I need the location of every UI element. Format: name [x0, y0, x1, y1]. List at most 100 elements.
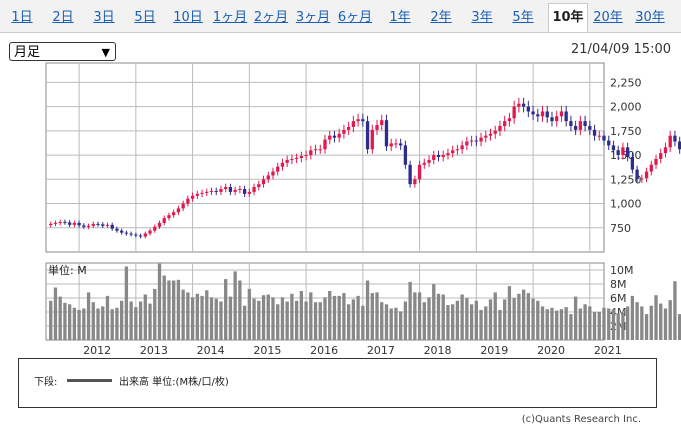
volume-bar	[313, 302, 318, 340]
volume-bar	[436, 293, 441, 340]
candle-body	[512, 106, 516, 119]
candle-body	[63, 221, 67, 223]
price-tick-label: 1,750	[610, 125, 642, 138]
candle-body	[309, 150, 313, 156]
tab-16[interactable]: 30年	[635, 10, 665, 25]
candle-body	[186, 198, 190, 204]
volume-bar	[148, 303, 152, 340]
volume-bar	[451, 304, 455, 340]
tab-13[interactable]: 5年	[512, 10, 534, 25]
candle-body	[162, 218, 166, 223]
candle-body	[153, 226, 157, 231]
candle-body	[649, 164, 653, 172]
candle-body	[294, 157, 299, 159]
volume-unit-label: 単位: M	[48, 263, 87, 277]
tab-11[interactable]: 2年	[430, 10, 452, 25]
price-tick-label: 1,000	[610, 198, 642, 211]
candle-body	[451, 150, 455, 154]
volume-bar	[356, 295, 360, 340]
volume-bar	[365, 280, 370, 340]
volume-bar	[621, 312, 625, 340]
candle-body	[559, 111, 564, 117]
volume-bar	[167, 280, 171, 340]
candle-body	[58, 221, 62, 223]
tab-12[interactable]: 3年	[471, 10, 493, 25]
volume-bar	[299, 291, 304, 340]
volume-bar	[399, 311, 403, 340]
period-tabs: 1日 2日 3日 5日 10日 1ヶ月 2ヶ月 3ヶ月 6ヶ月 1年 2年 3年 5年 10年 20年 30年	[0, 0, 681, 34]
candle-body	[120, 230, 124, 233]
legend-volume-swatch	[67, 379, 112, 382]
tab-10[interactable]: 1年	[389, 10, 411, 25]
volume-bar	[673, 281, 677, 340]
volume-bar	[67, 304, 72, 340]
candle-body	[115, 228, 119, 231]
tab-3[interactable]: 3日	[93, 10, 115, 25]
candle-body	[389, 143, 393, 147]
volume-bar	[678, 314, 681, 340]
candle-body	[488, 133, 493, 136]
candle-body	[569, 121, 573, 126]
volume-bar	[630, 295, 635, 340]
volume-bar	[611, 309, 616, 340]
volume-bar	[143, 294, 147, 340]
volume-bar	[238, 280, 242, 340]
tab-4[interactable]: 5日	[134, 10, 156, 25]
tab-6[interactable]: 1ヶ月	[212, 10, 248, 25]
candle-body	[498, 126, 502, 131]
volume-bar	[432, 284, 436, 340]
candle-body	[361, 119, 365, 122]
tab-15[interactable]: 20年	[593, 10, 623, 25]
tab-9[interactable]: 6ヶ月	[337, 10, 373, 25]
candle-body	[261, 179, 266, 185]
candle-body	[380, 120, 384, 126]
candle-body	[190, 195, 195, 199]
candle-body	[91, 223, 95, 226]
volume-bar	[498, 309, 502, 340]
tab-14[interactable]: 10年	[548, 3, 588, 32]
volume-bar	[247, 288, 251, 340]
tab-8[interactable]: 3ヶ月	[295, 10, 331, 25]
volume-bar	[176, 279, 181, 340]
candle-body	[323, 139, 327, 150]
candle-body	[474, 140, 478, 142]
tab-1[interactable]: 1日	[11, 10, 33, 25]
candle-body	[252, 187, 256, 192]
candle-body	[436, 155, 441, 158]
volume-bar	[668, 300, 672, 340]
volume-bar	[592, 312, 597, 340]
tab-5[interactable]: 10日	[173, 10, 203, 25]
candle-body	[644, 171, 649, 179]
legend-box: 下段: 出来高 単位:(M株/口/枚)	[18, 358, 657, 408]
candle-body	[625, 147, 630, 158]
volume-bar	[663, 308, 668, 340]
candle-body	[157, 222, 162, 227]
candle-body	[290, 158, 294, 160]
candle-body	[370, 129, 374, 150]
volume-tick-label: 10M	[610, 264, 634, 277]
candle-body	[195, 193, 199, 196]
candle-body	[531, 111, 535, 115]
volume-bar	[583, 304, 587, 340]
volume-bar	[588, 306, 592, 340]
volume-bar	[328, 291, 332, 340]
candle-body	[536, 114, 540, 117]
candle-body	[351, 121, 356, 127]
volume-bar	[280, 297, 285, 340]
volume-bar	[58, 296, 62, 340]
candle-body	[233, 189, 237, 192]
volume-bar	[181, 289, 185, 340]
candle-body	[607, 140, 611, 146]
tab-7[interactable]: 2ヶ月	[253, 10, 289, 25]
candle-body	[219, 189, 223, 192]
x-tick-label: 2014	[197, 344, 225, 357]
candle-body	[96, 223, 100, 225]
x-tick-label: 2013	[140, 344, 168, 357]
candle-body	[611, 145, 616, 151]
volume-bar	[469, 304, 474, 340]
candle-body	[540, 111, 545, 117]
candle-body	[49, 223, 53, 226]
candle-body	[172, 212, 176, 216]
tab-2[interactable]: 2日	[52, 10, 74, 25]
candle-period-select[interactable]: 月足 ▼	[9, 42, 116, 61]
